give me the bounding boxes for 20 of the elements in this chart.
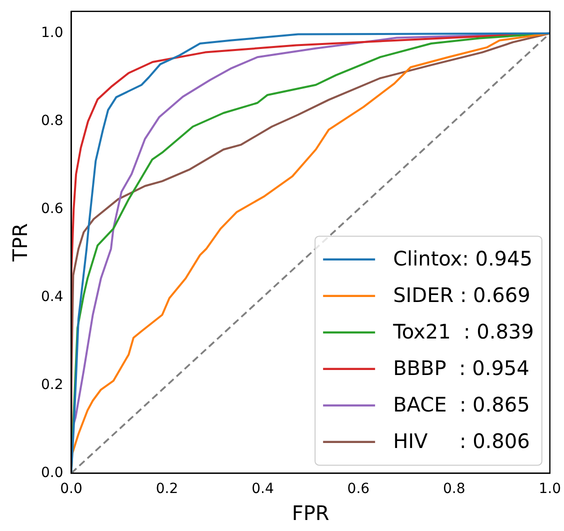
y-tick-label: 0.6 bbox=[41, 200, 64, 217]
x-tick-label: 0.4 bbox=[252, 481, 274, 498]
y-tick-label: 0.4 bbox=[41, 288, 64, 305]
legend-label: BACE : 0.865 bbox=[393, 392, 530, 417]
x-tick-label: 1.0 bbox=[538, 481, 561, 498]
legend-label: SIDER : 0.669 bbox=[393, 283, 530, 308]
x-axis-title: FPR bbox=[292, 501, 330, 526]
y-tick-label: 0.0 bbox=[41, 464, 64, 481]
legend-label: BBBP : 0.954 bbox=[393, 356, 530, 380]
legend-label: Tox21 : 0.839 bbox=[392, 320, 534, 344]
y-axis-title: TPR bbox=[8, 223, 32, 262]
x-tick-label: 0.8 bbox=[443, 481, 466, 498]
y-tick-label: 0.2 bbox=[41, 376, 64, 393]
x-tick-label: 0.2 bbox=[156, 481, 178, 498]
y-tick-label: 0.8 bbox=[41, 112, 64, 129]
x-tick-label: 0.0 bbox=[60, 481, 82, 498]
x-tick-label: 0.6 bbox=[347, 481, 370, 498]
y-tick-label: 1.0 bbox=[41, 25, 64, 42]
legend-label: Clintox: 0.945 bbox=[393, 246, 532, 271]
legend-label: HIV : 0.806 bbox=[393, 429, 530, 454]
